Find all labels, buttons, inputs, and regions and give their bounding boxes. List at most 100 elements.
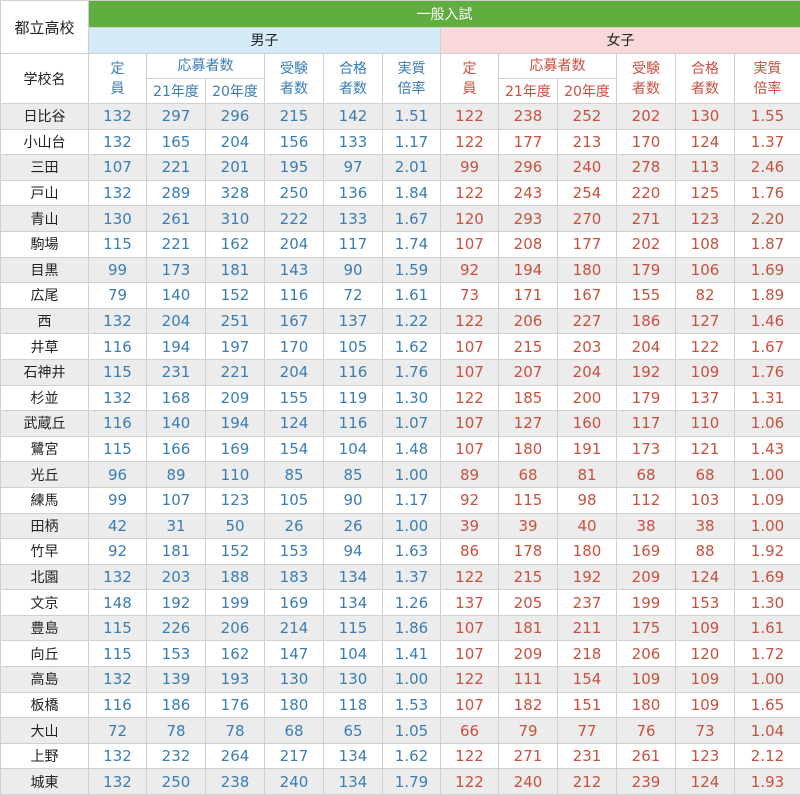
boys-applicants-20-cell: 162 — [205, 230, 265, 258]
girls-examinees-cell: 169 — [616, 538, 676, 565]
boys-passed-cell: 130 — [323, 666, 383, 693]
boys-passed-cell: 94 — [323, 538, 383, 565]
school-name-cell: 練馬 — [0, 486, 89, 514]
boys-capacity-cell: 132 — [88, 128, 147, 156]
girls-capacity-cell: 107 — [440, 614, 499, 642]
boys-passed-cell: 134 — [323, 589, 383, 616]
boys-capacity-cell: 115 — [88, 230, 147, 258]
boys-examinees-cell: 204 — [264, 230, 324, 258]
girls-examinees-cell: 202 — [616, 103, 676, 130]
school-name-cell: 田柄 — [0, 512, 89, 540]
girls-applicants-21-cell: 171 — [498, 282, 558, 309]
girls-passed-cell: 109 — [675, 358, 735, 386]
boys-passed-cell: 136 — [323, 179, 383, 207]
girls-capacity-cell: 122 — [440, 768, 499, 795]
school-name-cell: 武蔵丘 — [0, 410, 89, 437]
girls-ratio-cell: 1.76 — [734, 179, 800, 207]
boys-applicants-21-cell: 165 — [146, 128, 206, 156]
girls-examinees-cell: 180 — [616, 691, 676, 719]
girls-applicants-20-cell: 218 — [557, 640, 617, 668]
boys-ratio-header: 実質倍率 — [382, 53, 441, 104]
boys-passed-cell: 97 — [323, 154, 383, 181]
girls-capacity-cell: 122 — [440, 179, 499, 207]
table-row: 青山 130 261 310 222 133 1.67 120 293 270 271 123 2.20 — [0, 205, 800, 232]
girls-ratio-cell: 1.72 — [734, 640, 800, 668]
girls-applicants-21-cell: 293 — [498, 205, 558, 232]
girls-applicants-20-cell: 211 — [557, 614, 617, 642]
girls-passed-cell: 123 — [675, 742, 735, 770]
girls-applicants-21-cell: 115 — [498, 486, 558, 514]
boys-passed-cell: 133 — [323, 205, 383, 232]
boys-capacity-cell: 132 — [88, 768, 147, 795]
boys-applicants-21-cell: 232 — [146, 742, 206, 770]
school-name-cell: 目黒 — [0, 256, 89, 284]
girls-ratio-cell: 2.20 — [734, 205, 800, 232]
school-name-cell: 小山台 — [0, 128, 89, 156]
table-row: 井草 116 194 197 170 105 1.62 107 215 203 204 122 1.67 — [0, 333, 800, 360]
girls-capacity-cell: 66 — [440, 717, 499, 744]
girls-capacity-cell: 107 — [440, 230, 499, 258]
school-name-cell: 広尾 — [0, 282, 89, 309]
boys-capacity-cell: 148 — [88, 589, 147, 616]
girls-passed-header: 合格者数 — [675, 53, 735, 104]
school-name-header: 学校名 — [0, 53, 89, 104]
girls-capacity-cell: 86 — [440, 538, 499, 565]
boys-passed-cell: 115 — [323, 614, 383, 642]
table-row: 練馬 99 107 123 105 90 1.17 92 115 98 112 103 1.09 — [0, 486, 800, 514]
table-row: 三田 107 221 201 195 97 2.01 99 296 240 278 113 2.46 — [0, 154, 800, 181]
girls-examinees-cell: 68 — [616, 461, 676, 488]
boys-examinees-cell: 217 — [264, 742, 324, 770]
girls-applicants-21-cell: 180 — [498, 435, 558, 463]
girls-applicants-20-cell: 40 — [557, 512, 617, 540]
girls-capacity-cell: 107 — [440, 410, 499, 437]
girls-applicants-20-cell: 81 — [557, 461, 617, 488]
school-name-cell: 日比谷 — [0, 103, 89, 130]
boys-applicants-21-cell: 231 — [146, 358, 206, 386]
boys-capacity-cell: 132 — [88, 103, 147, 130]
girls-examinees-header: 受験者数 — [616, 53, 676, 104]
girls-capacity-cell: 120 — [440, 205, 499, 232]
girls-applicants-20-cell: 180 — [557, 256, 617, 284]
girls-applicants-20-cell: 252 — [557, 103, 617, 130]
boys-applicants-20-cell: 169 — [205, 435, 265, 463]
girls-applicants-21-cell: 79 — [498, 717, 558, 744]
girls-ratio-cell: 2.46 — [734, 154, 800, 181]
girls-examinees-cell: 175 — [616, 614, 676, 642]
boys-applicants-21-cell: 166 — [146, 435, 206, 463]
girls-examinees-cell: 206 — [616, 640, 676, 668]
school-name-cell: 竹早 — [0, 538, 89, 565]
girls-ratio-cell: 2.12 — [734, 742, 800, 770]
boys-applicants-21-cell: 140 — [146, 282, 206, 309]
school-name-cell: 大山 — [0, 717, 89, 744]
boys-passed-cell: 134 — [323, 768, 383, 795]
boys-capacity-cell: 72 — [88, 717, 147, 744]
school-name-cell: 豊島 — [0, 614, 89, 642]
boys-capacity-cell: 115 — [88, 435, 147, 463]
girls-passed-cell: 120 — [675, 640, 735, 668]
boys-capacity-cell: 99 — [88, 486, 147, 514]
boys-examinees-cell: 68 — [264, 717, 324, 744]
girls-applicants-21-cell: 194 — [498, 256, 558, 284]
girls-ratio-cell: 1.46 — [734, 307, 800, 335]
girls-ratio-cell: 1.87 — [734, 230, 800, 258]
boys-applicants-20-cell: 181 — [205, 256, 265, 284]
boys-passed-header: 合格者数 — [323, 53, 383, 104]
girls-examinees-cell: 261 — [616, 742, 676, 770]
boys-applicants-20-cell: 251 — [205, 307, 265, 335]
school-name-cell: 三田 — [0, 154, 89, 181]
boys-applicants-21-cell: 297 — [146, 103, 206, 130]
boys-examinees-cell: 147 — [264, 640, 324, 668]
girls-applicants-21-cell: 243 — [498, 179, 558, 207]
girls-applicants-20-cell: 227 — [557, 307, 617, 335]
girls-examinees-cell: 38 — [616, 512, 676, 540]
school-name-cell: 向丘 — [0, 640, 89, 668]
boys-examinees-cell: 154 — [264, 435, 324, 463]
girls-ratio-cell: 1.67 — [734, 333, 800, 360]
boys-passed-cell: 119 — [323, 384, 383, 412]
table-row: 武蔵丘 116 140 194 124 116 1.07 107 127 160 117 110 1.0… — [0, 410, 800, 437]
boys-ratio-cell: 1.76 — [382, 358, 441, 386]
boys-applicants-20-cell: 194 — [205, 410, 265, 437]
boys-ratio-cell: 1.48 — [382, 435, 441, 463]
girls-examinees-cell: 220 — [616, 179, 676, 207]
boys-examinees-cell: 214 — [264, 614, 324, 642]
